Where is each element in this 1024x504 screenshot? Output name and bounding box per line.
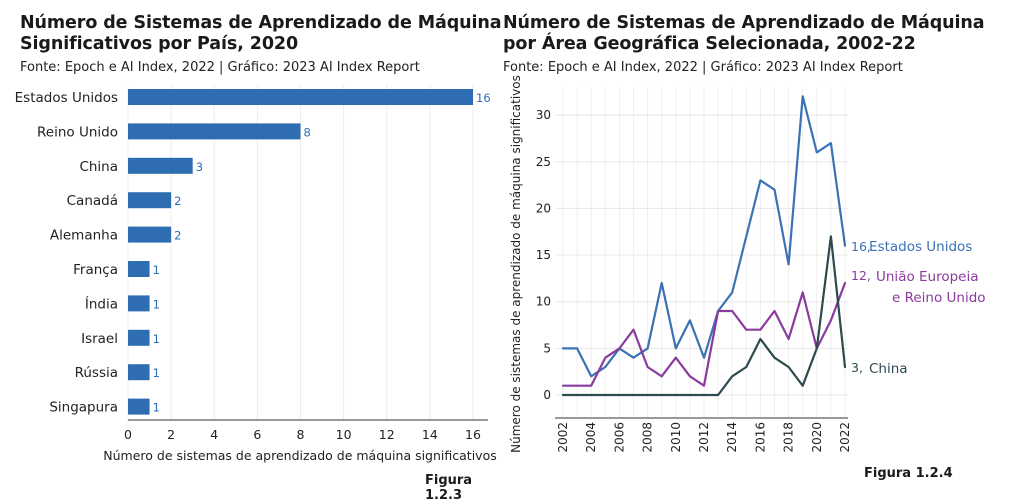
bar [128, 261, 150, 277]
bar [128, 226, 172, 243]
left-title-line2: Significativos por País, 2020 [20, 34, 299, 54]
bar-value-label: 3 [196, 160, 203, 174]
right-chart-subtitle: Fonte: Epoch e AI Index, 2022 | Gráfico:… [503, 60, 903, 75]
line-x-tick-label: 2016 [753, 422, 767, 453]
line-y-tick-label: 5 [543, 341, 551, 355]
china-end-value-label: 3, [851, 360, 863, 375]
line-x-tick-label: 2022 [838, 422, 852, 453]
line-x-tick-label: 2006 [612, 422, 626, 453]
bar-x-tick-label: 14 [422, 427, 438, 442]
line-y-tick-label: 20 [536, 201, 551, 215]
bar-value-label: 8 [304, 125, 311, 139]
bar-value-label: 2 [174, 229, 181, 243]
bar-category-label: Alemanha [50, 228, 118, 244]
bar-x-tick-label: 16 [465, 427, 481, 442]
left-chart-subtitle: Fonte: Epoch e AI Index, 2022 | Gráfico:… [20, 60, 420, 75]
left-chart-title: Número de Sistemas de Aprendizado de Máq… [20, 13, 502, 55]
line-x-tick-label: 2012 [697, 422, 711, 453]
bar-value-label: 1 [153, 332, 160, 346]
bar-category-label: China [79, 159, 118, 175]
line-y-tick-label: 30 [536, 108, 551, 122]
china-series-label: China [869, 361, 908, 377]
line-x-tick-label: 2008 [641, 422, 655, 453]
bar-value-label: 16 [476, 91, 491, 105]
bar [128, 89, 473, 105]
left-title-line1: Número de Sistemas de Aprendizado de Máq… [20, 13, 502, 33]
bar [128, 398, 150, 415]
right-figure-label: Figura 1.2.4 [864, 466, 953, 481]
bar [128, 123, 301, 140]
bar-category-label: Canadá [67, 193, 118, 209]
line-x-tick-label: 2014 [725, 422, 739, 453]
line-x-tick-label: 2002 [556, 422, 570, 453]
bar-category-label: Singapura [49, 400, 118, 416]
bar-x-tick-label: 8 [297, 427, 305, 442]
bar [128, 192, 172, 209]
bar-value-label: 1 [153, 401, 160, 415]
bar-value-label: 1 [153, 366, 160, 380]
bar-x-tick-label: 12 [379, 427, 395, 442]
left-chart-panel: Número de Sistemas de Aprendizado de Máq… [15, 13, 502, 503]
line-y-tick-label: 10 [536, 295, 551, 309]
bar-category-label: Índia [85, 295, 118, 312]
bar-x-tick-label: 6 [253, 427, 261, 442]
bar-x-tick-label: 2 [167, 427, 175, 442]
line-y-axis-title: Número de sistemas de aprendizado de máq… [509, 75, 523, 453]
bar-x-tick-label: 0 [124, 427, 132, 442]
bar-value-label: 1 [153, 297, 160, 311]
right-chart-panel: Número de Sistemas de Aprendizado de Máq… [500, 0, 1024, 504]
series-line-2 [561, 235, 847, 397]
bar-category-label: França [73, 262, 118, 278]
line-y-tick-label: 15 [536, 248, 551, 262]
eu-series-label-line2: e Reino Unido [892, 290, 986, 306]
left-figure-label: Figura 1.2.3 [425, 473, 473, 503]
bar-value-label: 1 [153, 263, 160, 277]
us-series-label: Estados Unidos [869, 239, 972, 255]
line-chart: 0 5 10 15 20 25 30 2002 2004 2006 2008 2010 2012 2014… [509, 75, 986, 453]
right-title-line1: Número de Sistemas de Aprendizado de Máq… [503, 13, 985, 33]
bar [128, 295, 150, 312]
bar [128, 329, 150, 346]
us-end-value-label: 16, [851, 239, 871, 254]
eu-series-label-line1: União Europeia [876, 269, 979, 285]
right-title-line2: por Área Geográfica Selecionada, 2002-22 [503, 34, 916, 54]
line-x-tick-label: 2004 [584, 422, 598, 453]
line-y-tick-label: 25 [536, 155, 551, 169]
bar-category-label: Israel [81, 331, 118, 347]
eu-end-value-label: 12, [851, 268, 871, 283]
bar-x-tick-label: 10 [336, 427, 352, 442]
bar-x-axis-title: Número de sistemas de aprendizado de máq… [103, 448, 496, 463]
series-line-0 [561, 95, 847, 378]
line-x-tick-label: 2020 [810, 422, 824, 453]
bar [128, 157, 193, 174]
bar [128, 364, 150, 381]
line-y-tick-label: 0 [543, 388, 551, 402]
bar-category-label: Estados Unidos [15, 90, 118, 106]
bar-category-label: Reino Unido [37, 124, 118, 140]
bar-x-tick-label: 4 [210, 427, 218, 442]
right-chart-title: Número de Sistemas de Aprendizado de Máq… [503, 13, 985, 55]
bar-value-label: 2 [174, 194, 181, 208]
line-x-tick-label: 2010 [669, 422, 683, 453]
line-x-tick-label: 2018 [782, 422, 796, 453]
series-line-1 [561, 281, 847, 387]
bar-category-label: Rússia [75, 365, 118, 381]
